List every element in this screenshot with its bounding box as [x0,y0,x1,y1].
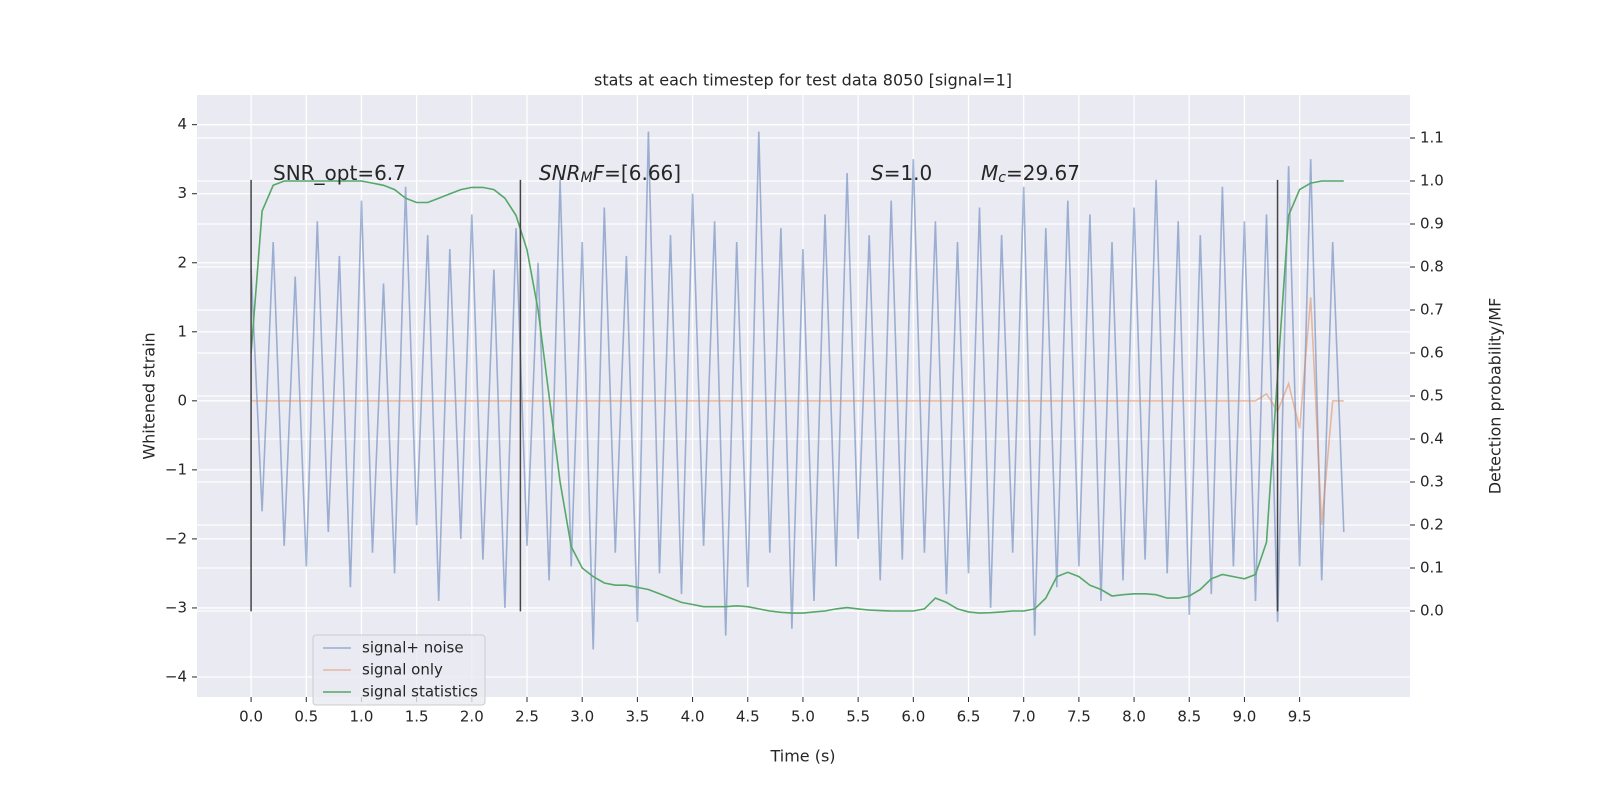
y2-tick-label: 0.2 [1420,516,1444,534]
annotation-part: M [981,161,998,185]
annotation-part: S [871,161,884,185]
x-tick-label: 3.5 [625,708,649,726]
y-tick-label: 4 [177,115,187,133]
x-tick-label: 7.0 [1012,708,1036,726]
legend-box [312,634,486,706]
y-axis-label: Whitened strain [140,332,159,459]
annotation-part: F [593,161,605,185]
x-tick-label: 1.0 [350,708,374,726]
x-tick-label: 6.5 [957,708,981,726]
x-tick-label: 0.5 [294,708,318,726]
y2-tick-label: 0.3 [1420,473,1444,491]
y2-tick-label: 0.6 [1420,344,1444,362]
annotation-part: =29.67 [1006,161,1080,185]
y2-tick-label: 0.5 [1420,387,1444,405]
y2-tick-label: 0.1 [1420,559,1444,577]
y2-axis-label: Detection probability/MF [1486,298,1505,495]
y2-tick-label: 0.9 [1420,215,1444,233]
x-tick-label: 8.0 [1122,708,1146,726]
y-tick-label: −4 [165,667,187,685]
annotation: SNR_opt=6.7 [273,161,406,185]
x-tick-label: 0.0 [239,708,263,726]
annotation: Mc=29.67 [981,161,1080,186]
series-line [250,180,1344,614]
x-tick-label: 4.0 [681,708,705,726]
legend: signal+ noise signal only signal statistic… [312,634,486,706]
chart-title: stats at each timestep for test data 805… [594,71,1012,90]
x-tick-label: 5.0 [791,708,815,726]
x-tick-label: 2.0 [460,708,484,726]
y-tick-label: −1 [165,460,187,478]
y-tick-label: 2 [177,253,187,271]
y-tick-label: −2 [165,529,187,547]
x-tick-label: 9.0 [1233,708,1257,726]
y2-tick-label: 1.1 [1420,129,1444,147]
y2-tick-label: 1.0 [1420,172,1444,190]
y2-tick-label: 0.0 [1420,602,1444,620]
series-line [250,131,1345,650]
x-tick-label: 2.5 [515,708,539,726]
x-axis-label: Time (s) [769,747,835,766]
x-tick-label: 9.5 [1288,708,1312,726]
x-tick-label: 1.5 [405,708,429,726]
annotation: S=1.0 [871,161,932,185]
y2-tick-label: 0.8 [1420,258,1444,276]
y2-tick-label: 0.4 [1420,430,1444,448]
annotation-part: =[6.66] [604,161,681,185]
annotation-part: =1.0 [884,161,933,185]
x-tick-label: 6.0 [901,708,925,726]
y-tick-label: 1 [177,322,187,340]
annotation-part: c [998,170,1006,186]
y-tick-label: −3 [165,598,187,616]
y2-tick-label: 0.7 [1420,301,1444,319]
annotation-part: SNR_opt=6.7 [273,161,406,185]
y-tick-label: 0 [177,391,187,409]
annotation: SNRMF=[6.66] [539,161,681,186]
annotation-part: M [581,170,593,186]
x-tick-label: 8.5 [1177,708,1201,726]
x-tick-label: 7.5 [1067,708,1091,726]
legend-label: signal only [362,661,443,679]
y-tick-label: 3 [177,184,187,202]
annotation-part: SNR [539,161,581,185]
x-tick-label: 4.5 [736,708,760,726]
x-tick-label: 5.5 [846,708,870,726]
x-tick-label: 3.0 [570,708,594,726]
legend-label: signal+ noise [362,639,464,657]
series-line [251,297,1344,526]
legend-label: signal statistics [362,683,478,701]
